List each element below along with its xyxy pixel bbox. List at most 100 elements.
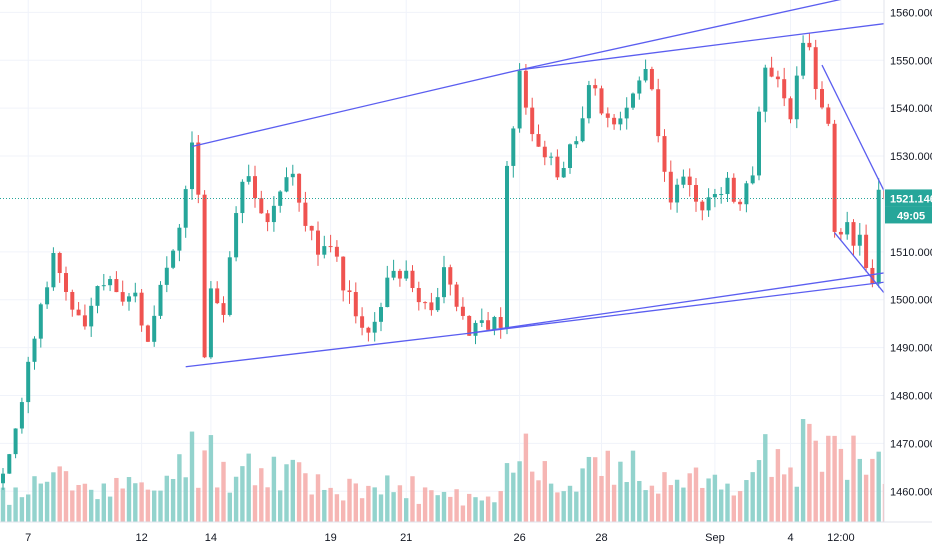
price-tick-label: 1550.000	[890, 55, 932, 67]
volume-bar	[605, 450, 610, 522]
candle-body	[227, 257, 232, 315]
candle-body	[826, 107, 831, 124]
time-axis-background	[0, 522, 932, 550]
candle-body	[309, 225, 314, 231]
candle-body	[89, 305, 94, 327]
candle-body	[757, 111, 761, 176]
candle-body	[731, 177, 736, 202]
candle-body	[45, 287, 50, 305]
candle-body	[838, 231, 843, 235]
volume-bar	[152, 490, 157, 522]
candle-body	[183, 189, 188, 228]
time-axis[interactable]: 7 12 14 19 21 26 28 Sep 4 12:00	[25, 532, 855, 544]
candle-body	[845, 222, 850, 235]
volume-bar	[530, 471, 535, 522]
volume-bar	[511, 472, 516, 522]
countdown-tag	[885, 206, 932, 224]
volume-bar	[656, 493, 661, 522]
trendline-upper-channel-left[interactable]	[191, 69, 520, 148]
candle-body	[429, 302, 434, 311]
candle-body	[64, 273, 68, 292]
volume-bar	[693, 467, 699, 522]
candle-body	[643, 69, 648, 81]
time-tick-label: 19	[324, 532, 336, 544]
volume-bar	[467, 493, 472, 522]
volume-bar	[630, 450, 636, 522]
candle-body	[404, 270, 409, 279]
candle-body	[284, 177, 289, 192]
candle-body	[196, 142, 201, 195]
volume-bar	[145, 489, 151, 522]
candle-body	[712, 194, 717, 198]
volume-bar	[838, 448, 844, 522]
candle-body	[700, 201, 705, 211]
candle-body	[498, 316, 503, 328]
volume-bar	[593, 457, 598, 522]
trendline-lower-channel-b[interactable]	[469, 279, 898, 334]
volume-bar	[353, 483, 358, 522]
trendline-upper-channel-outer[interactable]	[519, 0, 848, 71]
candle-body	[479, 320, 484, 323]
volume-bar	[404, 498, 409, 522]
volume-bar	[448, 496, 453, 522]
price-tick-label: 1460.000	[890, 486, 932, 498]
trendline-upper-channel-inner[interactable]	[519, 21, 898, 71]
volume-bar	[177, 454, 182, 522]
volume-bar	[284, 464, 289, 522]
price-tick-label: 1480.000	[890, 390, 932, 402]
volume-bar	[649, 485, 655, 522]
candle-body	[158, 284, 163, 316]
volume-bar	[278, 490, 283, 522]
volume-bar	[763, 434, 768, 522]
volume-bar	[800, 419, 806, 522]
volume-bar	[7, 504, 12, 522]
volume-bar	[328, 487, 333, 522]
candle-body	[675, 184, 680, 203]
candle-body	[19, 402, 24, 429]
candle-body	[423, 302, 428, 304]
volume-bar	[63, 471, 69, 522]
candle-body	[725, 177, 730, 195]
volume-bar	[536, 480, 541, 522]
volume-bar	[561, 491, 566, 522]
candle-body	[612, 117, 617, 125]
volume-bar	[674, 479, 680, 522]
candle-body	[435, 297, 440, 311]
volume-bar	[309, 494, 314, 522]
volume-bar	[624, 482, 629, 522]
candle-body	[127, 296, 131, 302]
candle-body	[328, 246, 333, 248]
current-price-label: 1521.146	[890, 193, 932, 205]
price-axis[interactable]: 1560.000 1550.000 1540.000 1530.000 1510.000…	[890, 7, 932, 498]
trendline-lower-channel-a[interactable]	[469, 270, 898, 334]
volume-bar	[303, 473, 308, 522]
candle-body	[108, 279, 113, 286]
volume-bar	[574, 491, 579, 522]
volume-bar	[473, 497, 478, 522]
candles	[1, 32, 887, 490]
volume-bar	[857, 458, 862, 522]
candle-body	[744, 183, 749, 205]
volume-bar	[737, 491, 743, 522]
candle-body	[807, 42, 812, 48]
candle-body	[599, 88, 604, 114]
volume-bar	[82, 483, 88, 522]
price-tick-label: 1490.000	[890, 343, 932, 355]
time-tick-label: Sep	[705, 532, 725, 544]
candle-body	[253, 176, 257, 199]
volume-bar	[101, 483, 106, 522]
candle-body	[511, 128, 516, 166]
volume-bar	[422, 487, 428, 522]
trendline-lower-channel-left[interactable]	[185, 332, 470, 368]
candle-body	[57, 253, 62, 274]
candle-body	[662, 136, 667, 172]
candle-body	[297, 173, 302, 203]
candle-body	[593, 85, 598, 89]
volume-bar	[706, 478, 711, 522]
candle-body	[177, 227, 182, 251]
candle-body	[379, 307, 383, 322]
volume-bar	[189, 431, 195, 522]
volume-bar	[107, 496, 113, 522]
volume-bar	[347, 478, 352, 522]
